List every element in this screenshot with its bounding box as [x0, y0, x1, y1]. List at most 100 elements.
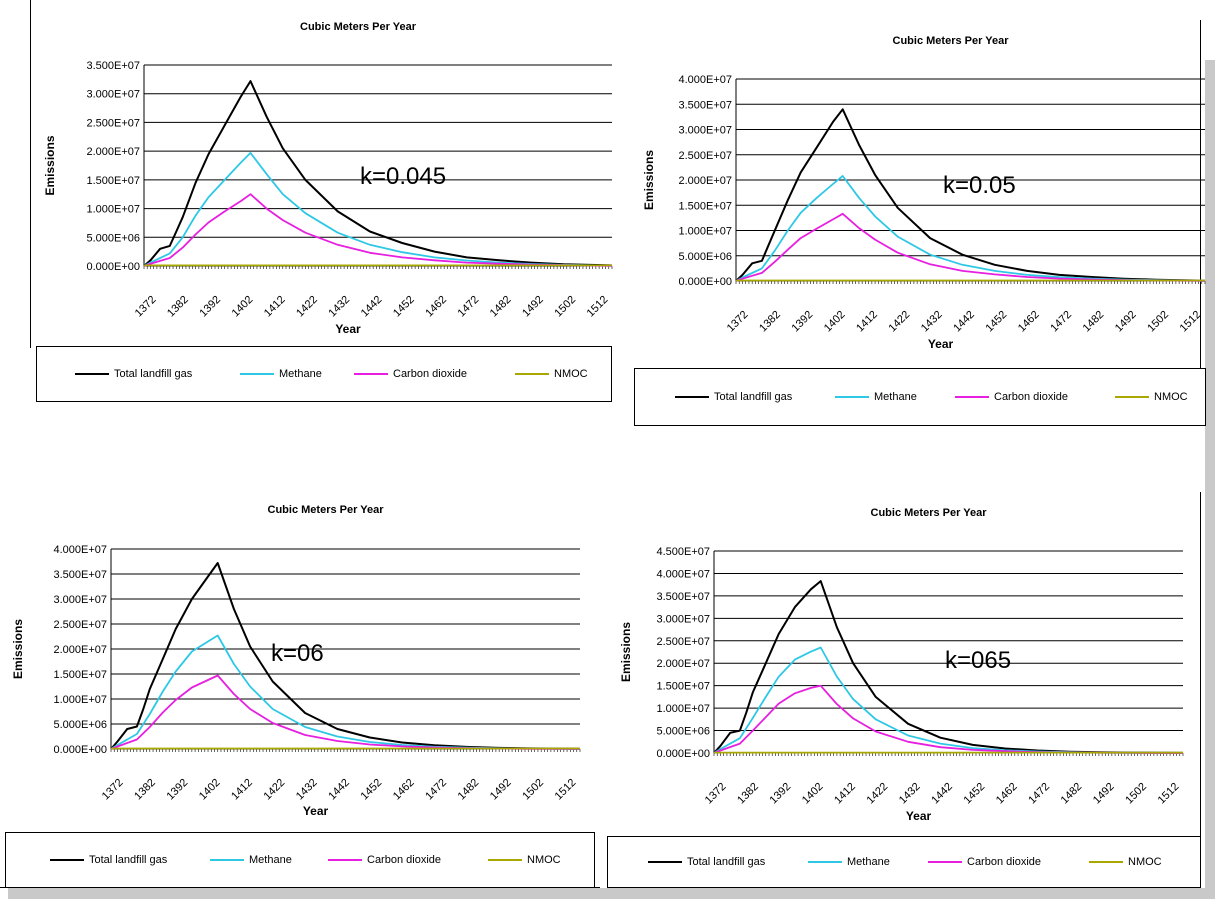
y-axis-label: Emissions: [642, 150, 656, 210]
y-tick-label: 3.500E+07: [53, 569, 107, 581]
x-tick-label: 1402: [230, 294, 256, 320]
legend-label: NMOC: [554, 368, 588, 380]
legend-label: Carbon dioxide: [393, 368, 467, 380]
x-tick-label: 1502: [552, 294, 578, 320]
x-tick-label: 1392: [197, 294, 223, 320]
y-tick-label: 5.000E+06: [86, 232, 140, 244]
y-tick-label: 2.500E+07: [656, 636, 710, 648]
y-tick-label: 3.000E+07: [53, 594, 107, 606]
legend-item: Methane: [808, 856, 890, 868]
legend-label: Total landfill gas: [114, 368, 193, 380]
x-tick-label: 1462: [391, 777, 417, 803]
legend-label: Methane: [279, 368, 322, 380]
chart-3-annotation: k=06: [271, 640, 324, 667]
x-tick-label: 1382: [132, 777, 158, 803]
x-tick-label: 1492: [1113, 309, 1139, 335]
y-tick-label: 4.500E+07: [656, 546, 710, 558]
legend-item: Total landfill gas: [50, 854, 167, 866]
legend-item: Total landfill gas: [675, 391, 792, 403]
legend-swatch: [515, 373, 549, 375]
y-tick-label: 5.000E+06: [656, 726, 710, 738]
x-tick-label: 1392: [767, 781, 793, 807]
y-tick-label: 2.000E+07: [86, 146, 140, 158]
y-tick-label: 3.500E+07: [656, 591, 710, 603]
legend-swatch: [210, 859, 244, 861]
series-line-methane: [143, 151, 613, 267]
x-tick-label: 1432: [919, 309, 945, 335]
y-tick-label: 3.000E+07: [678, 125, 732, 137]
legend-label: Methane: [249, 854, 292, 866]
legend-item: Total landfill gas: [75, 368, 192, 380]
x-axis-label: Year: [335, 322, 361, 336]
chart-1-legend: Total landfill gas Methane Carbon dioxid…: [36, 346, 612, 402]
y-tick-label: 3.000E+07: [86, 89, 140, 101]
x-axis-label: Year: [906, 809, 932, 823]
x-tick-label: 1492: [520, 294, 546, 320]
x-tick-label: 1392: [164, 777, 190, 803]
series-line-total-landfill-gas: [143, 80, 613, 267]
x-tick-label: 1392: [789, 309, 815, 335]
chart-4: Cubic Meters Per Year 0.000E+00 5.000E+06 1…: [619, 507, 1184, 823]
series-line-total-landfill-gas: [110, 562, 581, 750]
y-tick-label: 5.000E+06: [678, 251, 732, 263]
chart-title: Cubic Meters Per Year: [300, 21, 417, 33]
x-tick-label: 1402: [822, 309, 848, 335]
legend-swatch: [328, 859, 362, 861]
y-tick-label: 3.500E+07: [678, 99, 732, 111]
y-tick-label: 1.000E+07: [86, 204, 140, 216]
legend-item: Methane: [835, 391, 917, 403]
x-tick-label: 1452: [962, 781, 988, 807]
legend-label: Total landfill gas: [89, 854, 168, 866]
x-tick-label: 1432: [294, 777, 320, 803]
x-tick-label: 1382: [757, 309, 783, 335]
x-tick-label: 1462: [994, 781, 1020, 807]
chart-3-legend: Total landfill gas Methane Carbon dioxid…: [5, 832, 595, 888]
x-tick-label: 1372: [725, 309, 751, 335]
x-tick-label: 1432: [897, 781, 923, 807]
panel-divider-top-right: [1200, 20, 1201, 400]
x-tick-label: 1372: [703, 781, 729, 807]
panel-divider-top-left: [30, 0, 31, 348]
x-tick-label: 1382: [165, 294, 191, 320]
x-tick-label: 1382: [735, 781, 761, 807]
y-axis-label: Emissions: [43, 135, 57, 195]
x-tick-label: 1372: [133, 294, 159, 320]
y-tick-label: 1.000E+07: [53, 694, 107, 706]
y-axis-label: Emissions: [11, 619, 25, 679]
legend-swatch: [1089, 861, 1123, 863]
legend-label: Carbon dioxide: [994, 391, 1068, 403]
legend-item: Carbon dioxide: [328, 854, 441, 866]
legend-label: NMOC: [1154, 391, 1188, 403]
chart-title: Cubic Meters Per Year: [893, 35, 1010, 47]
x-tick-label: 1472: [456, 294, 482, 320]
x-tick-label: 1402: [197, 777, 223, 803]
y-tick-label: 1.500E+07: [656, 681, 710, 693]
x-tick-label: 1512: [553, 777, 579, 803]
legend-item: NMOC: [515, 368, 588, 380]
y-tick-label: 0.000E+00: [86, 261, 140, 273]
x-tick-label: 1442: [929, 781, 955, 807]
x-tick-label: 1462: [423, 294, 449, 320]
y-tick-label: 3.000E+07: [656, 613, 710, 625]
legend-swatch: [240, 373, 274, 375]
chart-4-annotation: k=065: [945, 647, 1012, 674]
legend-item: Carbon dioxide: [955, 391, 1068, 403]
x-tick-label: 1492: [1091, 781, 1117, 807]
legend-item: NMOC: [488, 854, 561, 866]
x-tick-label: 1422: [294, 294, 320, 320]
x-tick-label: 1472: [1026, 781, 1052, 807]
x-tick-label: 1372: [100, 777, 126, 803]
legend-label: Methane: [874, 391, 917, 403]
legend-label: Carbon dioxide: [367, 854, 441, 866]
x-tick-label: 1442: [326, 777, 352, 803]
x-tick-label: 1412: [854, 309, 880, 335]
y-tick-label: 2.500E+07: [678, 150, 732, 162]
y-tick-label: 5.000E+06: [53, 719, 107, 731]
series-line-carbon-dioxide: [143, 193, 613, 267]
x-tick-label: 1512: [1156, 781, 1182, 807]
y-tick-label: 1.000E+07: [678, 226, 732, 238]
x-tick-label: 1512: [1178, 309, 1204, 335]
x-tick-label: 1452: [359, 777, 385, 803]
x-tick-label: 1482: [488, 294, 514, 320]
x-tick-label: 1422: [262, 777, 288, 803]
